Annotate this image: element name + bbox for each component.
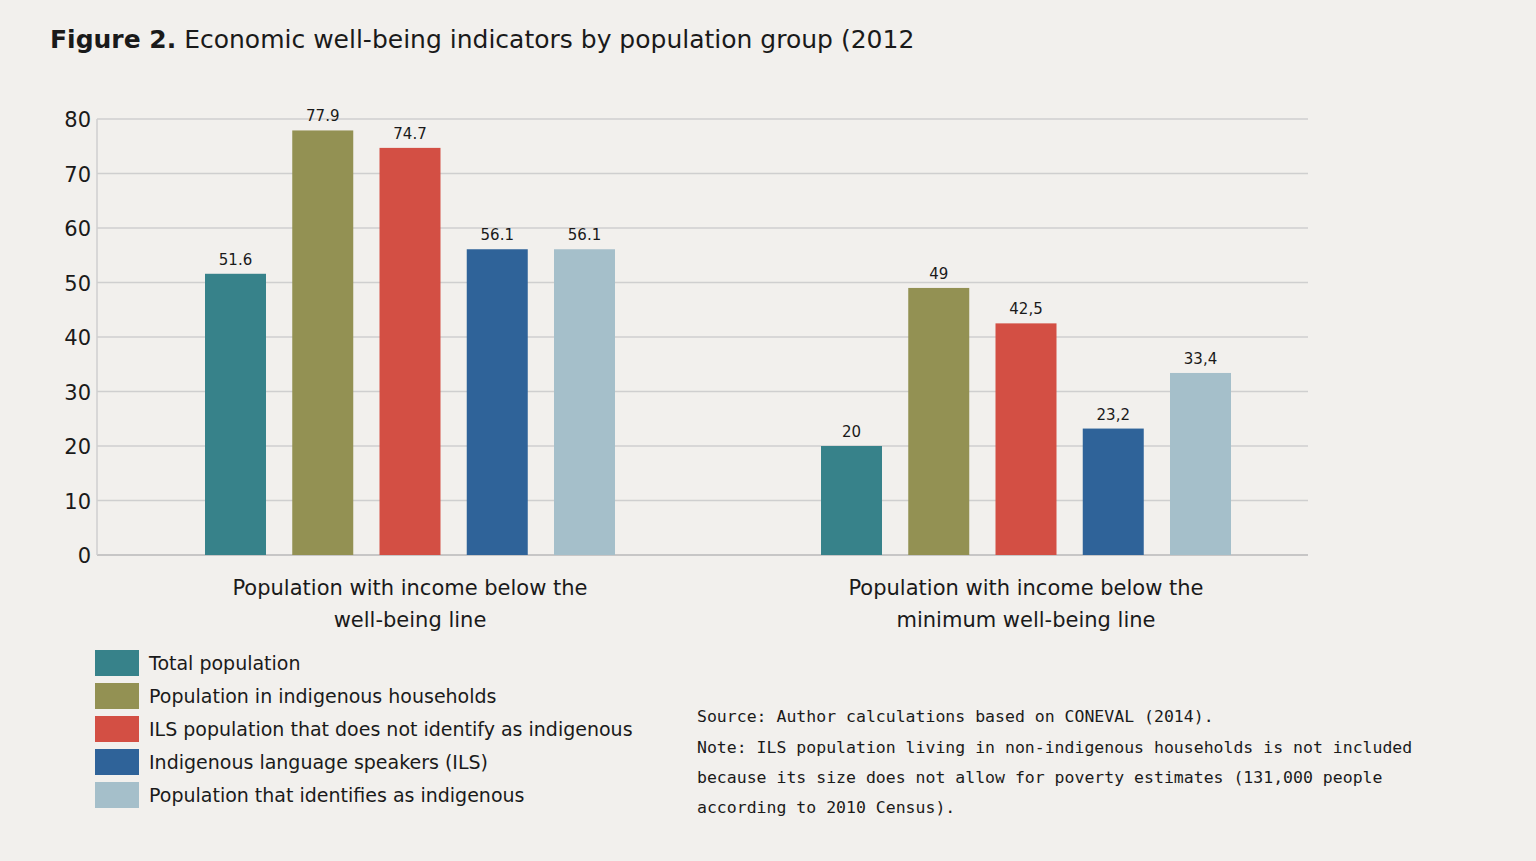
grid-line: [97, 118, 1308, 120]
category-label: Population with income below the minimum …: [848, 576, 1203, 632]
y-tick-label: 20: [64, 435, 91, 459]
y-tick-label: 60: [64, 217, 91, 241]
legend-label: Population that identifies as indigenous: [149, 784, 524, 806]
legend-label: ILS population that does not identify as…: [149, 718, 633, 740]
category-label-line: Population with income below the: [848, 576, 1203, 600]
bar: [996, 323, 1057, 555]
grid-line: [97, 173, 1308, 175]
bar: [292, 130, 353, 555]
data-label: 42,5: [1009, 300, 1042, 318]
data-label: 56.1: [568, 226, 601, 244]
grid-line: [97, 227, 1308, 229]
note: Note: ILS population living in non-indig…: [697, 738, 1412, 817]
y-tick-label: 50: [64, 272, 91, 296]
bar: [205, 274, 266, 555]
bar: [821, 446, 882, 555]
data-label: 74.7: [393, 125, 426, 143]
data-label: 77.9: [306, 107, 339, 125]
title-part: Figure 2.: [50, 25, 176, 54]
data-label: 56.1: [481, 226, 514, 244]
bar: [908, 288, 969, 555]
grid: [97, 119, 1308, 555]
y-tick-label: 10: [64, 490, 91, 514]
bar: [1170, 373, 1231, 555]
category-label-line: well-being line: [334, 608, 487, 632]
legend-swatch: [95, 683, 139, 709]
bars: [205, 130, 1231, 555]
category-label-line: Population with income below the: [232, 576, 587, 600]
legend: Total population Population in indigenous…: [95, 650, 633, 808]
data-label: 23,2: [1097, 406, 1130, 424]
category-label: Population with income below the well-bei…: [232, 576, 587, 632]
bar: [467, 249, 528, 555]
bar: [554, 249, 615, 555]
bar: [1083, 429, 1144, 555]
note-line: because its size does not allow for pove…: [697, 768, 1382, 787]
category-label-line: minimum well-being line: [897, 608, 1156, 632]
legend-label: Indigenous language speakers (ILS): [149, 751, 488, 773]
legend-swatch: [95, 782, 139, 808]
legend-label: Population in indigenous households: [149, 685, 496, 707]
legend-swatch: [95, 650, 139, 676]
data-labels: 51.6 20 77.9 49 74.7 42,5 56.1 23,2 56.1 33,4: [219, 107, 1217, 441]
data-label: 20: [842, 423, 861, 441]
grid-line: [97, 391, 1308, 393]
note-line: Note: ILS population living in non-indig…: [697, 738, 1412, 757]
y-tick-label: 70: [64, 163, 91, 187]
title-part: Economic well-being indicators by popula…: [176, 25, 914, 54]
grid-line: [97, 282, 1308, 284]
data-label: 49: [929, 265, 948, 283]
y-tick-label: 40: [64, 326, 91, 350]
legend-swatch: [95, 716, 139, 742]
y-tick-label: 0: [78, 544, 91, 568]
source: Source: Author calculations based on CON…: [697, 707, 1214, 726]
legend-label: Total population: [148, 652, 301, 674]
data-label: 33,4: [1184, 350, 1217, 368]
y-axis-line: [96, 119, 98, 555]
grid-line: [97, 336, 1308, 338]
note-line: according to 2010 Census).: [697, 798, 955, 817]
y-tick-label: 80: [64, 108, 91, 132]
legend-swatch: [95, 749, 139, 775]
bar: [380, 148, 441, 555]
background: [0, 0, 1536, 861]
title: Figure 2. Economic well-being indicators…: [50, 25, 914, 54]
y-tick-label: 30: [64, 381, 91, 405]
chart: Figure 2. Economic well-being indicators…: [0, 0, 1536, 861]
data-label: 51.6: [219, 251, 252, 269]
